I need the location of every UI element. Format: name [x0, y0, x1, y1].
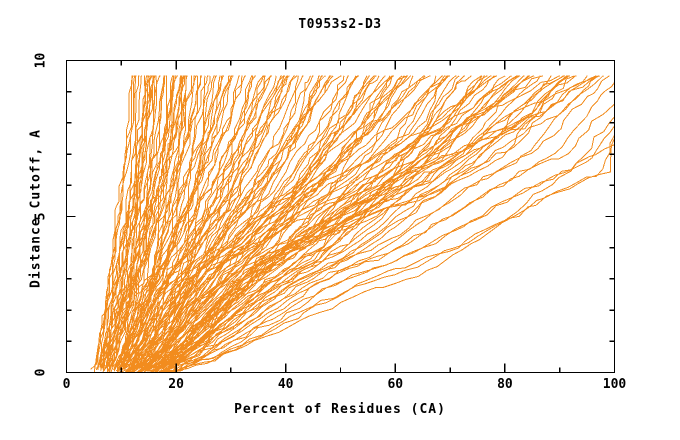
- curve-group: [90, 75, 615, 373]
- y-tick-label: 0: [33, 368, 49, 376]
- x-tick-label: 40: [277, 377, 294, 392]
- x-tick-label: 80: [497, 377, 513, 392]
- axis-ticks: [66, 60, 615, 373]
- x-axis-label: Percent of Residues (CA): [234, 402, 446, 417]
- y-tick-label: 5: [33, 212, 49, 220]
- x-tick-label: 60: [387, 377, 404, 392]
- x-tick-label: 20: [168, 377, 184, 392]
- x-tick-label: 0: [62, 377, 71, 392]
- y-tick-label: 10: [33, 52, 49, 68]
- x-tick-label: 100: [602, 377, 627, 392]
- chart-title: T0953s2-D3: [298, 17, 382, 32]
